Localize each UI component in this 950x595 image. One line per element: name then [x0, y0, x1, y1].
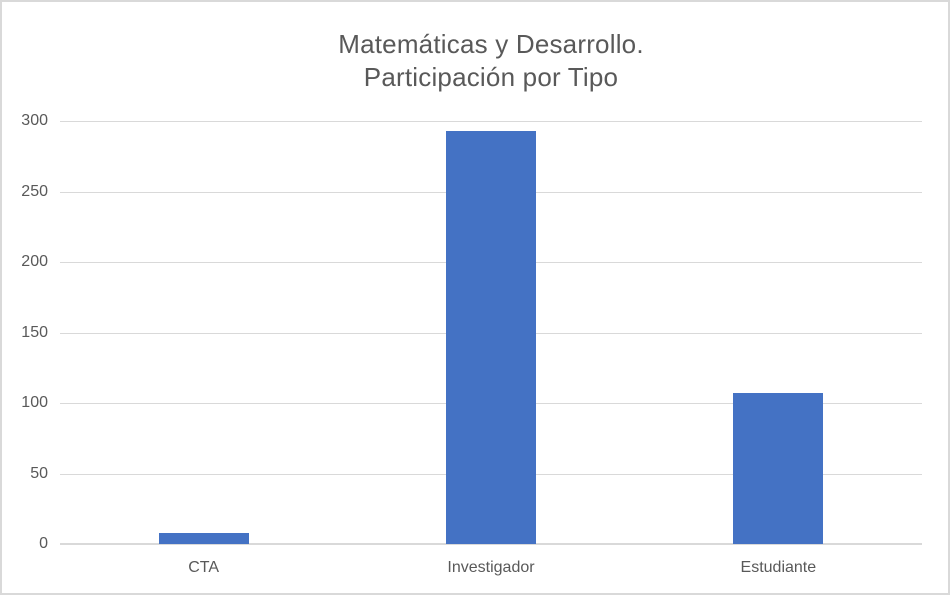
x-tick-label: Investigador	[447, 559, 535, 576]
x-axis-labels: CTA Investigador Estudiante	[60, 559, 922, 579]
x-tick-label: Estudiante	[740, 559, 817, 576]
chart-title: Matemáticas y Desarrollo. Participación …	[60, 28, 922, 94]
bar-cta	[158, 532, 249, 544]
y-tick-label: 50	[30, 464, 48, 482]
y-tick-label: 250	[21, 182, 48, 200]
y-tick-label: 200	[21, 253, 48, 270]
x-axis-line	[60, 543, 922, 545]
bar-estudiante	[733, 393, 824, 544]
y-axis-labels: 0 50 100 150 200 250 300	[2, 113, 48, 552]
gridline	[60, 121, 922, 122]
y-tick-label: 0	[39, 535, 48, 552]
y-tick-label: 100	[21, 394, 48, 411]
plot-area	[60, 121, 922, 545]
y-tick-label: 150	[21, 323, 48, 341]
chart-title-line-2: Participación por Tipo	[363, 62, 619, 92]
chart-title-line-1: Matemáticas y Desarrollo.	[338, 29, 644, 59]
y-tick-label: 300	[21, 112, 48, 129]
x-tick-label: CTA	[188, 559, 220, 576]
bar-investigador	[446, 130, 536, 544]
